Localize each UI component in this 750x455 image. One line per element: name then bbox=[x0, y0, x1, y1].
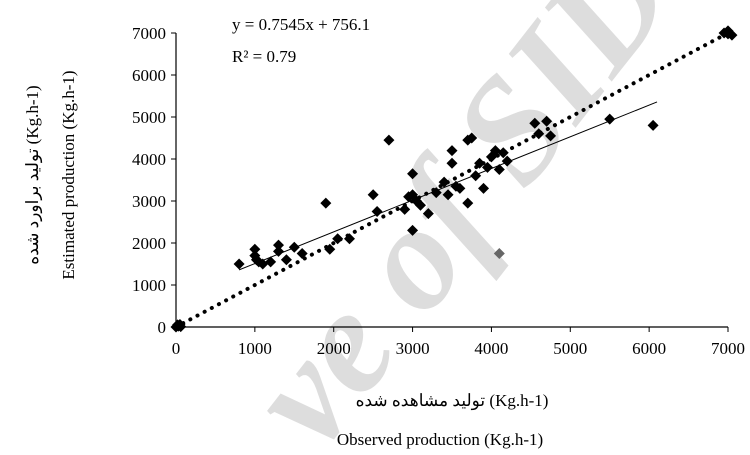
data-point bbox=[493, 248, 505, 259]
data-point bbox=[280, 254, 292, 266]
data-point bbox=[257, 258, 269, 270]
data-point bbox=[296, 248, 308, 259]
data-points bbox=[170, 25, 738, 333]
data-point bbox=[407, 168, 419, 180]
data-point bbox=[249, 243, 261, 255]
data-point bbox=[541, 115, 553, 127]
data-point bbox=[446, 157, 458, 169]
reference-1to1-line bbox=[174, 31, 730, 329]
watermark: ve of SID bbox=[215, 0, 705, 455]
data-point bbox=[722, 28, 734, 40]
y-tick-label: 2000 bbox=[132, 234, 166, 253]
x-tick-label: 6000 bbox=[632, 339, 666, 358]
y-tick-label: 6000 bbox=[132, 66, 166, 85]
data-point bbox=[407, 224, 419, 236]
data-point bbox=[533, 128, 545, 140]
data-point bbox=[233, 258, 245, 270]
x-tick-label: 7000 bbox=[711, 339, 745, 358]
data-point bbox=[529, 117, 541, 129]
data-point bbox=[478, 182, 490, 194]
y-axis-label-persian: تولید براورد شده (Kg.h-1) bbox=[23, 85, 43, 264]
data-point bbox=[474, 157, 486, 169]
y-tick-label: 0 bbox=[158, 318, 167, 337]
x-axis-label-english: Observed production (Kg.h-1) bbox=[337, 430, 543, 449]
data-point bbox=[442, 189, 454, 201]
data-point bbox=[470, 170, 482, 182]
x-tick-label: 0 bbox=[172, 339, 181, 358]
watermark-text: ve of SID bbox=[215, 0, 705, 455]
y-tick-label: 4000 bbox=[132, 150, 166, 169]
y-axis-label-english: Estimated production (Kg.h-1) bbox=[59, 70, 78, 279]
data-point bbox=[332, 233, 344, 245]
data-point bbox=[545, 130, 557, 142]
data-point bbox=[367, 189, 379, 201]
data-point bbox=[371, 206, 383, 217]
x-axis-label-persian: تولید مشاهده شده (Kg.h-1) bbox=[356, 391, 549, 411]
trend-lines bbox=[174, 31, 730, 329]
regression-line bbox=[238, 101, 658, 271]
y-tick-label: 1000 bbox=[132, 276, 166, 295]
data-point bbox=[383, 134, 395, 146]
data-point bbox=[501, 155, 513, 167]
data-point bbox=[399, 203, 411, 215]
data-point bbox=[265, 256, 277, 268]
data-point bbox=[497, 147, 509, 159]
data-point bbox=[446, 145, 458, 157]
x-tick-label: 3000 bbox=[396, 339, 430, 358]
data-point bbox=[604, 113, 616, 125]
data-point bbox=[489, 145, 501, 157]
x-tick-label: 2000 bbox=[317, 339, 351, 358]
regression-equation: y = 0.7545x + 756.1 bbox=[232, 15, 370, 34]
y-tick-label: 7000 bbox=[132, 24, 166, 43]
data-point bbox=[343, 233, 355, 245]
data-point bbox=[462, 197, 474, 209]
y-tick-label: 3000 bbox=[132, 192, 166, 211]
data-point bbox=[288, 241, 300, 253]
y-tick-label: 5000 bbox=[132, 108, 166, 127]
x-tick-label: 1000 bbox=[238, 339, 272, 358]
data-point bbox=[481, 161, 493, 173]
data-point bbox=[414, 199, 426, 211]
data-point bbox=[466, 132, 478, 144]
data-point bbox=[493, 164, 505, 175]
data-point bbox=[273, 239, 285, 251]
axis-ticks: 0 1000 2000 3000 4000 5000 6000 7000 0 1000 2000 30… bbox=[132, 24, 745, 358]
plot-axes bbox=[175, 33, 728, 328]
r-squared-label: R² = 0.79 bbox=[232, 47, 296, 66]
data-point bbox=[430, 187, 442, 199]
data-point bbox=[647, 119, 659, 131]
data-point bbox=[438, 176, 450, 188]
x-tick-label: 4000 bbox=[474, 339, 508, 358]
x-tick-label: 5000 bbox=[553, 339, 587, 358]
data-point bbox=[320, 197, 332, 209]
regression-annotation: y = 0.7545x + 756.1 R² = 0.79 bbox=[232, 15, 370, 66]
data-point bbox=[324, 243, 336, 255]
data-point bbox=[273, 245, 285, 257]
data-point bbox=[175, 321, 187, 333]
data-point bbox=[454, 182, 466, 194]
data-point bbox=[422, 208, 434, 220]
